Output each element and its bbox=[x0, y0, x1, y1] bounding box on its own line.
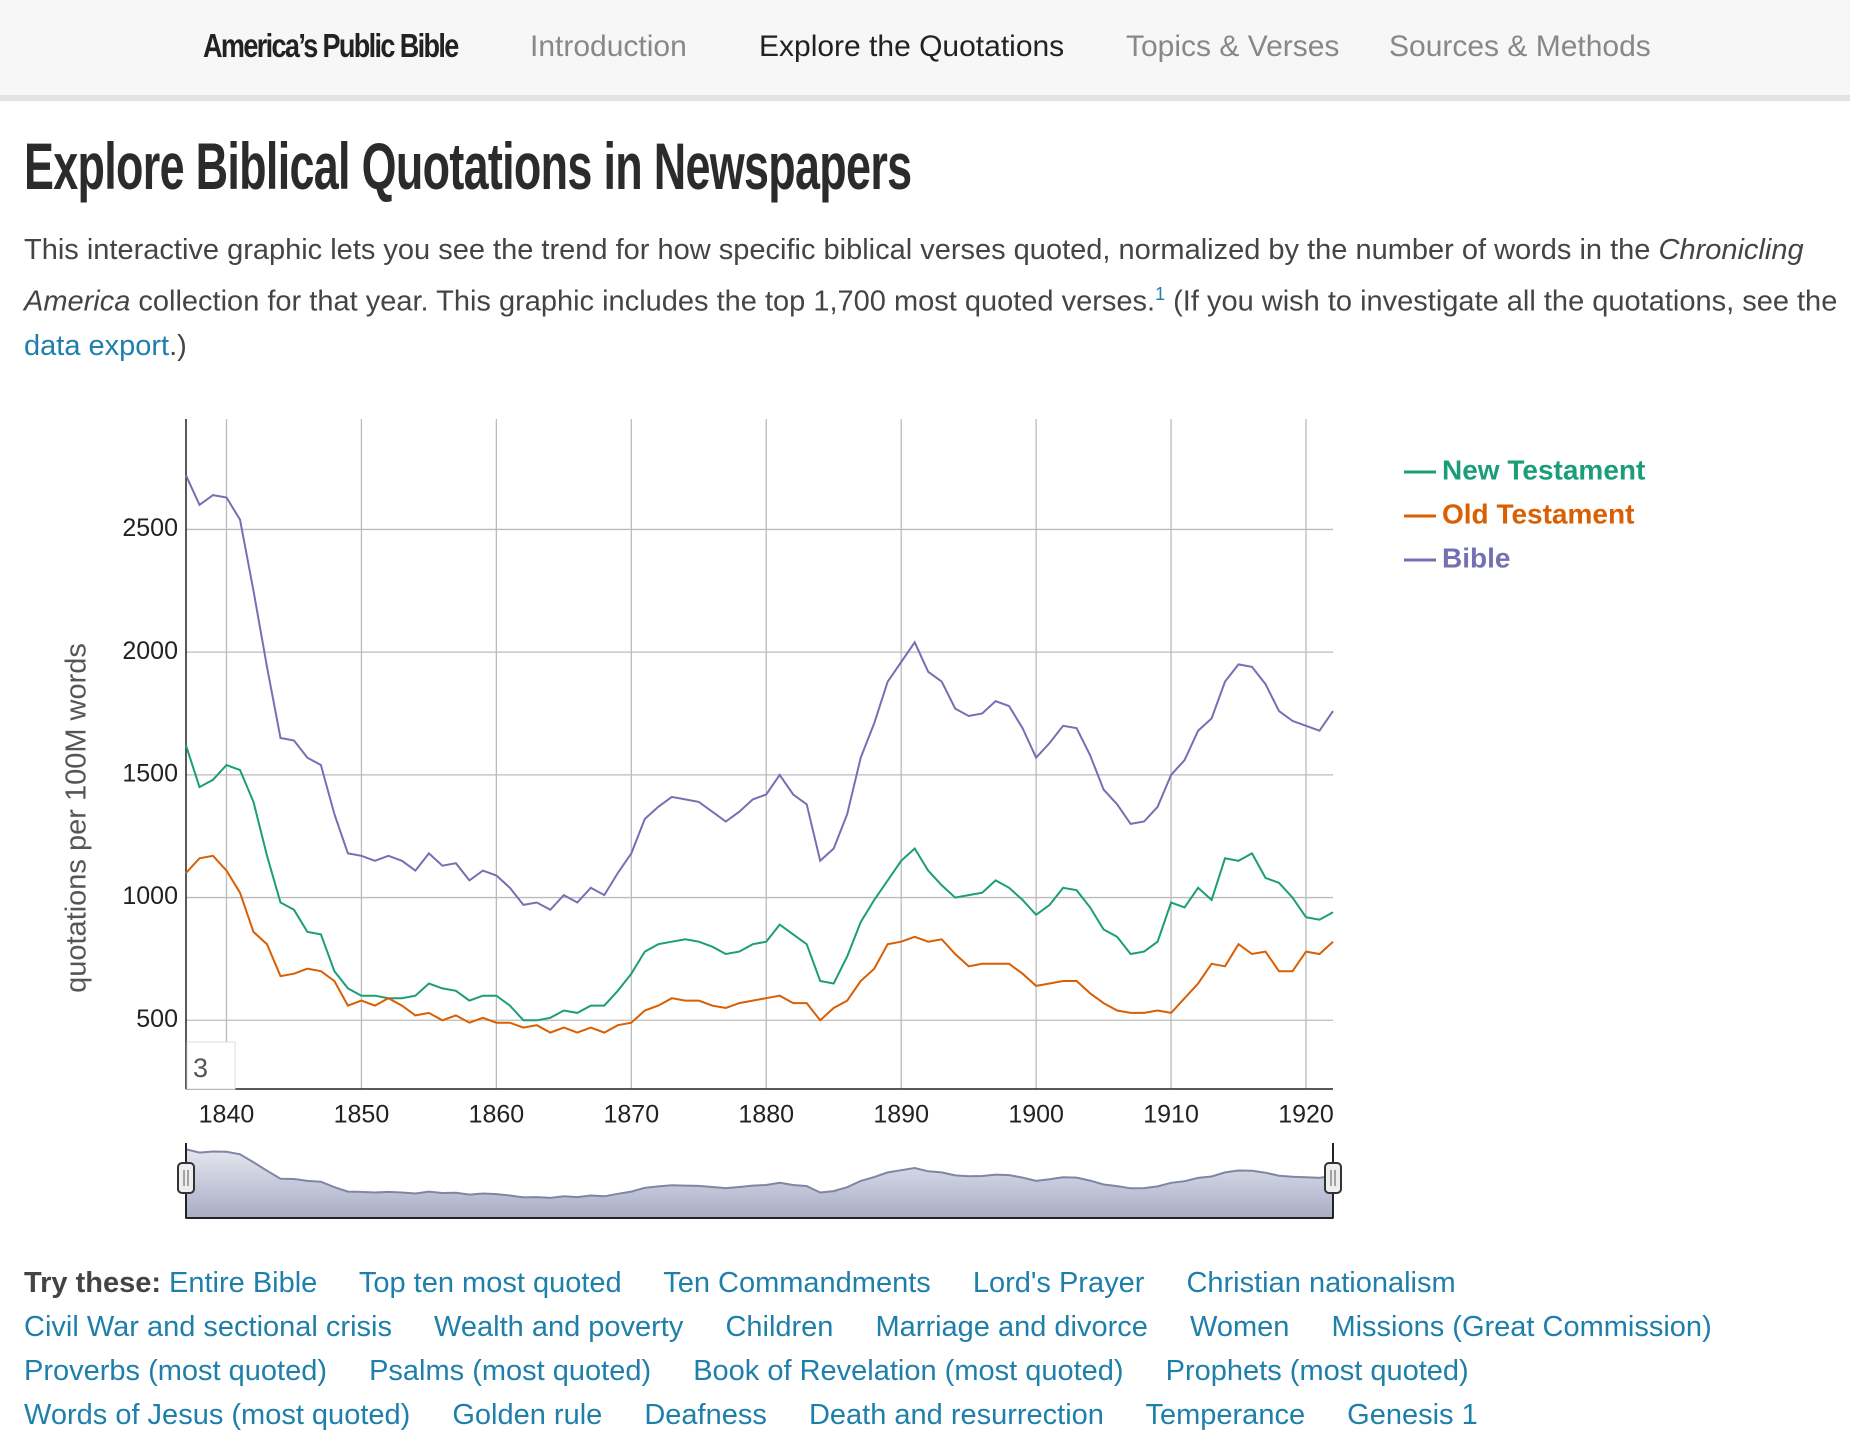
y-tick-label: 500 bbox=[136, 1005, 178, 1033]
x-tick-label: 1840 bbox=[199, 1101, 255, 1129]
y-tick-label: 1500 bbox=[122, 759, 178, 787]
y-tick-label: 2000 bbox=[122, 637, 178, 665]
suggestion-link[interactable]: Golden rule bbox=[452, 1399, 603, 1431]
series-line bbox=[185, 854, 1334, 1034]
roll-period-box[interactable] bbox=[186, 1041, 236, 1090]
suggestion-link[interactable]: Prophets (most quoted) bbox=[1165, 1355, 1469, 1387]
x-tick-label: 1890 bbox=[873, 1101, 929, 1129]
overview-area bbox=[185, 1148, 1334, 1219]
suggestion-link[interactable]: Genesis 1 bbox=[1347, 1399, 1478, 1431]
suggestion-link[interactable]: Psalms (most quoted) bbox=[369, 1355, 652, 1387]
nav-link[interactable]: Topics & Verses bbox=[1126, 30, 1340, 63]
suggestion-link[interactable]: Temperance bbox=[1145, 1399, 1306, 1431]
suggestion-link[interactable]: Death and resurrection bbox=[808, 1399, 1104, 1431]
y-axis-label: quotations per 100M words bbox=[61, 643, 93, 993]
suggestion-link[interactable]: Missions (Great Commission) bbox=[1331, 1311, 1712, 1343]
suggestion-link[interactable]: Lord's Prayer bbox=[972, 1267, 1145, 1299]
suggestion-link[interactable]: Deafness bbox=[644, 1399, 767, 1431]
intro-text: (If you wish to investigate all the quot… bbox=[1165, 285, 1838, 318]
suggestion-link[interactable]: Children bbox=[725, 1311, 834, 1343]
series-line bbox=[185, 474, 1334, 912]
nav-bar: America’s Public Bible Introduction Explo… bbox=[0, 0, 1850, 101]
y-tick-label: 1000 bbox=[122, 882, 178, 910]
suggestion-link[interactable]: Entire Bible bbox=[169, 1267, 318, 1299]
series-line bbox=[185, 745, 1334, 1022]
intro-text: This interactive graphic lets you see th… bbox=[24, 234, 1659, 266]
intro-italic: Chronicling America bbox=[24, 234, 1804, 318]
suggestion-link[interactable]: Ten Commandments bbox=[663, 1267, 931, 1299]
suggestion-link[interactable]: Civil War and sectional crisis bbox=[24, 1311, 392, 1343]
try-label: Try these: bbox=[24, 1267, 161, 1299]
intro: This interactive graphic lets you see th… bbox=[24, 228, 1839, 368]
intro-text: .) bbox=[169, 329, 187, 362]
nav-link[interactable]: Sources & Methods bbox=[1389, 30, 1651, 63]
legend-label: Old Testament bbox=[1442, 498, 1634, 529]
brand[interactable]: America’s Public Bible bbox=[203, 27, 459, 64]
suggestion-link[interactable]: Wealth and poverty bbox=[434, 1311, 684, 1343]
page-title: Explore Biblical Quotations in Newspaper… bbox=[24, 129, 912, 203]
suggestion-link[interactable]: Christian nationalism bbox=[1186, 1267, 1456, 1299]
chart: 500 1000 1500 2000 2500 1840 1850 1860 1870 1880 1… bbox=[61, 419, 1645, 1219]
x-tick-label: 1860 bbox=[469, 1101, 525, 1129]
range-handle[interactable] bbox=[1324, 1162, 1342, 1194]
x-tick-label: 1850 bbox=[334, 1101, 390, 1129]
legend-label: Bible bbox=[1442, 542, 1510, 573]
suggestion-link[interactable]: Top ten most quoted bbox=[358, 1267, 622, 1299]
roll-period: 3 bbox=[193, 1053, 208, 1083]
range-handle[interactable] bbox=[177, 1162, 195, 1194]
try-these: Try these: Entire Bible Top ten most quot… bbox=[24, 1261, 1824, 1437]
y-tick-label: 2500 bbox=[122, 514, 178, 542]
nav-link[interactable]: Explore the Quotations bbox=[759, 30, 1065, 63]
intro-text: collection for that year. This graphic i… bbox=[130, 285, 1156, 318]
suggestion-link[interactable]: Marriage and divorce bbox=[875, 1311, 1148, 1343]
x-tick-label: 1910 bbox=[1143, 1101, 1199, 1129]
x-tick-label: 1920 bbox=[1278, 1101, 1334, 1129]
suggestion-link[interactable]: Proverbs (most quoted) bbox=[24, 1355, 328, 1387]
suggestion-link[interactable]: Words of Jesus (most quoted) bbox=[24, 1399, 411, 1431]
footnote[interactable]: 1 bbox=[1155, 284, 1166, 304]
x-tick-label: 1900 bbox=[1008, 1101, 1064, 1129]
suggestion-link[interactable]: Book of Revelation (most quoted) bbox=[693, 1355, 1124, 1387]
data-export-link[interactable]: data export bbox=[24, 329, 170, 362]
nav-link[interactable]: Introduction bbox=[530, 30, 687, 63]
x-tick-label: 1880 bbox=[738, 1101, 794, 1129]
legend-label: New Testament bbox=[1442, 454, 1645, 485]
suggestion-link[interactable]: Women bbox=[1189, 1311, 1290, 1343]
x-tick-label: 1870 bbox=[603, 1101, 659, 1129]
